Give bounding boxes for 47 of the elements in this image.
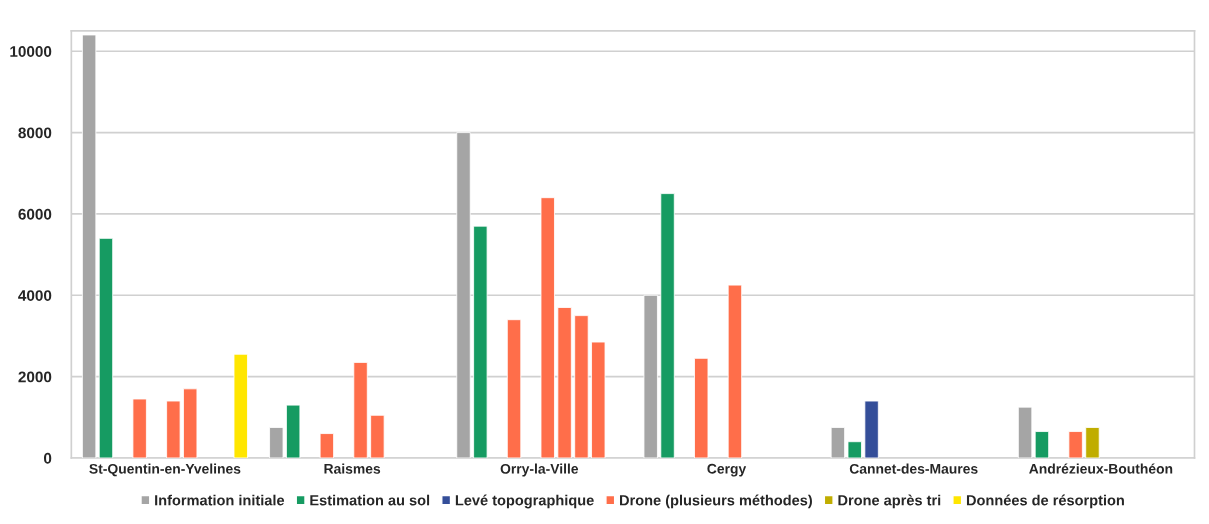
bar bbox=[233, 353, 248, 458]
x-tick-label: Raismes bbox=[324, 463, 381, 474]
bar bbox=[591, 341, 606, 458]
x-tick-label: Cergy bbox=[707, 463, 747, 477]
bar bbox=[166, 400, 181, 458]
bar bbox=[98, 237, 114, 458]
bar bbox=[830, 427, 846, 458]
bar bbox=[694, 357, 709, 458]
bar bbox=[847, 441, 862, 458]
bar bbox=[1017, 406, 1033, 458]
legend-label: Données de résorption bbox=[966, 494, 1124, 509]
bar bbox=[81, 34, 97, 458]
bar bbox=[1034, 431, 1050, 458]
bar bbox=[183, 388, 198, 458]
x-tick-label: Orry-la-Ville bbox=[500, 463, 579, 477]
x-tick-label: Cannet-des-Maures bbox=[849, 463, 978, 474]
bar bbox=[1068, 431, 1083, 458]
bar bbox=[1085, 427, 1100, 458]
bar bbox=[286, 404, 301, 458]
x-tick-label: St-Quentin-en-Yvelines bbox=[89, 463, 241, 477]
y-tick-label: 10000 bbox=[10, 46, 52, 57]
bar bbox=[557, 307, 572, 458]
bar bbox=[353, 361, 368, 458]
legend-label: Estimation au sol bbox=[310, 494, 430, 506]
y-tick-label: 0 bbox=[43, 452, 52, 464]
bar bbox=[506, 319, 522, 458]
bar bbox=[540, 197, 555, 458]
bar bbox=[132, 398, 147, 458]
bar bbox=[643, 294, 658, 458]
legend-label: Levé topographique bbox=[455, 494, 594, 509]
bar bbox=[574, 315, 589, 458]
bar bbox=[456, 132, 471, 458]
y-tick-label: 6000 bbox=[18, 208, 52, 220]
y-tick-label: 2000 bbox=[18, 371, 52, 383]
y-tick-label: 8000 bbox=[18, 127, 52, 139]
legend-label: Information initiale bbox=[155, 494, 285, 506]
legend-label: Drone (plusieurs méthodes) bbox=[620, 494, 812, 509]
bar bbox=[319, 433, 335, 458]
bar bbox=[660, 193, 675, 458]
x-tick-label: Andrézieux-Bouthéon bbox=[1029, 463, 1173, 474]
bar bbox=[269, 427, 284, 458]
bar bbox=[370, 414, 385, 458]
legend-label: Drone après tri bbox=[838, 494, 941, 509]
bar bbox=[473, 225, 488, 458]
bar bbox=[727, 284, 743, 458]
y-tick-label: 4000 bbox=[18, 290, 52, 301]
bar bbox=[864, 400, 879, 458]
